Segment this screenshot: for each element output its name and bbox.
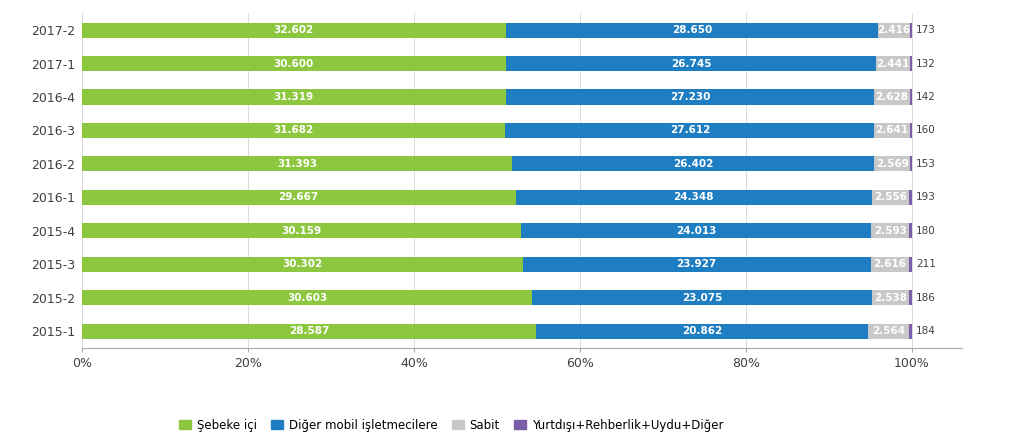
Bar	[909, 123, 911, 138]
Bar	[876, 56, 910, 71]
Text: 2.569: 2.569	[876, 159, 908, 169]
Text: 2.556: 2.556	[874, 192, 906, 202]
Text: 2.593: 2.593	[874, 226, 906, 236]
Text: 27.612: 27.612	[670, 125, 710, 136]
Bar	[522, 223, 872, 238]
Text: 160: 160	[916, 125, 936, 136]
Text: 180: 180	[916, 226, 936, 236]
Text: 132: 132	[916, 58, 936, 69]
Text: 24.348: 24.348	[673, 192, 714, 202]
Bar	[909, 290, 911, 305]
Legend: Şebeke içi, Diğer mobil işletmecilere, Sabit, Yurtdışı+Rehberlik+Uydu+Diğer: Şebeke içi, Diğer mobil işletmecilere, S…	[175, 414, 728, 437]
Text: 30.159: 30.159	[281, 226, 321, 236]
Text: 2.416: 2.416	[878, 25, 910, 35]
Text: 26.745: 26.745	[671, 58, 711, 69]
Text: 186: 186	[916, 293, 936, 303]
Bar	[871, 257, 908, 272]
Bar	[909, 23, 911, 37]
Bar	[82, 23, 505, 37]
Text: 142: 142	[916, 92, 936, 102]
Text: 193: 193	[916, 192, 936, 202]
Bar	[82, 90, 505, 104]
Bar	[872, 223, 909, 238]
Bar	[82, 190, 516, 205]
Bar	[82, 290, 532, 305]
Bar	[875, 123, 909, 138]
Text: 2.616: 2.616	[874, 259, 906, 269]
Text: 23.927: 23.927	[676, 259, 717, 269]
Text: 173: 173	[916, 25, 936, 35]
Bar	[869, 324, 908, 339]
Bar	[505, 23, 878, 37]
Text: 30.302: 30.302	[282, 259, 322, 269]
Bar	[516, 190, 872, 205]
Text: 30.603: 30.603	[286, 293, 327, 303]
Text: 2.538: 2.538	[874, 293, 907, 303]
Text: 153: 153	[916, 159, 936, 169]
Bar	[909, 90, 911, 104]
Text: 26.402: 26.402	[673, 159, 714, 169]
Text: 31.319: 31.319	[274, 92, 314, 102]
Text: 28.650: 28.650	[672, 25, 712, 35]
Bar	[878, 23, 909, 37]
Bar	[875, 90, 909, 104]
Text: 2.564: 2.564	[872, 326, 905, 336]
Text: 31.393: 31.393	[277, 159, 317, 169]
Bar	[909, 223, 911, 238]
Text: 23.075: 23.075	[681, 293, 722, 303]
Text: 2.641: 2.641	[876, 125, 908, 136]
Bar	[82, 324, 536, 339]
Bar	[82, 223, 522, 238]
Bar	[908, 257, 911, 272]
Text: 31.682: 31.682	[273, 125, 314, 136]
Bar	[82, 257, 523, 272]
Bar	[82, 56, 505, 71]
Bar	[908, 324, 911, 339]
Text: 211: 211	[916, 259, 936, 269]
Text: 32.602: 32.602	[273, 25, 314, 35]
Bar	[532, 290, 872, 305]
Bar	[872, 190, 909, 205]
Bar	[909, 190, 911, 205]
Text: 30.600: 30.600	[273, 58, 314, 69]
Bar	[909, 157, 911, 171]
Text: 24.013: 24.013	[676, 226, 716, 236]
Bar	[82, 123, 505, 138]
Text: 28.587: 28.587	[288, 326, 329, 336]
Text: 29.667: 29.667	[278, 192, 319, 202]
Bar	[505, 123, 875, 138]
Bar	[505, 56, 876, 71]
Bar	[523, 257, 871, 272]
Text: 2.628: 2.628	[876, 92, 908, 102]
Bar	[505, 90, 875, 104]
Bar	[513, 157, 875, 171]
Bar	[910, 56, 911, 71]
Text: 184: 184	[916, 326, 936, 336]
Bar	[536, 324, 869, 339]
Text: 2.441: 2.441	[877, 58, 909, 69]
Bar	[872, 290, 909, 305]
Text: 20.862: 20.862	[682, 326, 722, 336]
Bar	[875, 157, 909, 171]
Bar	[82, 157, 513, 171]
Text: 27.230: 27.230	[670, 92, 710, 102]
